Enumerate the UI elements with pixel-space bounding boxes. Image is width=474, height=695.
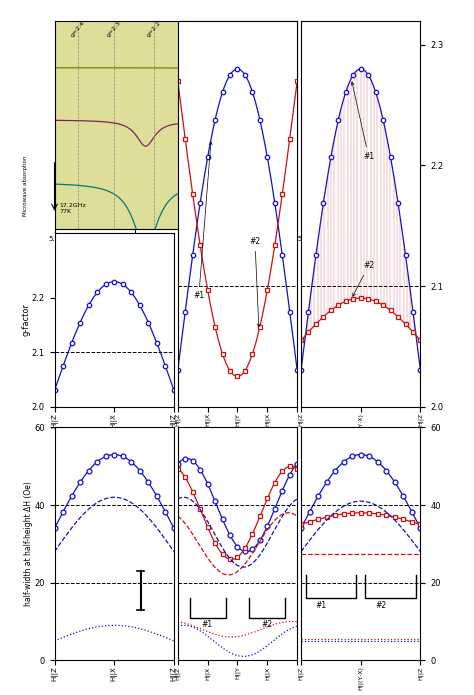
Text: H||X: H||X: [260, 59, 275, 66]
Text: #1: #1: [193, 142, 212, 300]
Text: Microwave absorption: Microwave absorption: [23, 156, 28, 216]
Text: #2: #2: [375, 601, 386, 610]
Text: g=2.1: g=2.1: [189, 20, 205, 38]
Text: H||(Y·X): H||(Y·X): [260, 113, 284, 118]
Text: #1: #1: [351, 82, 374, 161]
Text: g=2.3: g=2.3: [106, 20, 122, 38]
Y-axis label: half-width at half-height ΔH (Oe): half-width at half-height ΔH (Oe): [24, 482, 33, 606]
Text: g=2.4: g=2.4: [70, 20, 86, 38]
Text: g=2.2: g=2.2: [146, 20, 162, 38]
Text: H (Oe): H (Oe): [241, 221, 263, 227]
Text: H||Y: H||Y: [260, 174, 274, 181]
Y-axis label: g-factor: g-factor: [21, 303, 30, 336]
Text: #2: #2: [249, 237, 261, 327]
Text: #1: #1: [201, 620, 213, 629]
Text: #2: #2: [353, 261, 374, 296]
Text: 17.2GHz
77K: 17.2GHz 77K: [59, 203, 86, 214]
Text: #1: #1: [315, 601, 327, 610]
Text: g=2.0: g=2.0: [237, 20, 253, 38]
Text: #2: #2: [261, 620, 273, 629]
